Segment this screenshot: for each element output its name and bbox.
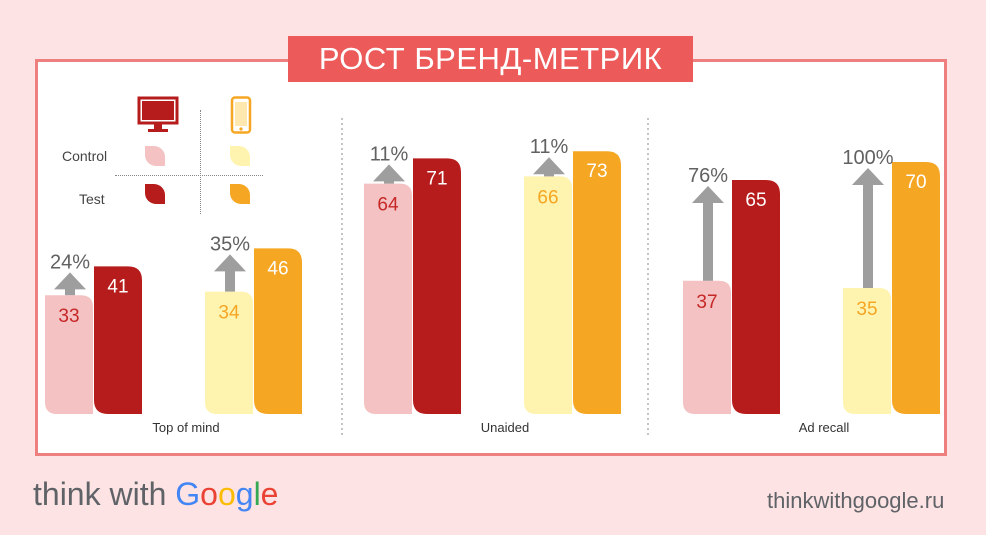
data-label-desktop-control: 37 [696, 292, 717, 313]
legend-swatch-desktop-control [145, 146, 165, 166]
bar-desktop-control [364, 183, 412, 414]
data-label-mobile-test: 70 [905, 172, 926, 193]
data-label-desktop-control: 64 [377, 195, 399, 216]
lift-arrow-head [852, 168, 884, 185]
bar-desktop-test [732, 180, 780, 414]
lift-arrow-head [214, 254, 246, 272]
data-label-mobile-control: 34 [218, 303, 240, 324]
brand-google: Google [175, 476, 279, 512]
category-label: Top of mind [152, 420, 219, 435]
lift-label-desktop: 11% [370, 143, 409, 165]
bar-desktop-test [413, 158, 461, 414]
data-label-mobile-control: 66 [537, 187, 558, 208]
bar-desktop-control [45, 295, 93, 414]
data-label-mobile-test: 73 [586, 161, 607, 182]
bar-mobile-control [524, 176, 572, 414]
legend-divider-horizontal [115, 175, 263, 176]
legend-test-label: Test [79, 191, 105, 207]
bar-desktop-control [683, 280, 731, 414]
lift-arrow-shaft [384, 180, 394, 184]
lift-arrow-head [533, 157, 565, 175]
lift-label-mobile: 11% [530, 136, 569, 158]
legend-swatch-mobile-control [230, 146, 250, 166]
legend-swatch-desktop-test [145, 184, 165, 204]
bar-desktop-test [94, 266, 142, 414]
lift-label-desktop: 76% [688, 165, 728, 187]
lift-arrow-head [692, 186, 724, 203]
bar-mobile-control [843, 288, 891, 414]
lift-label-mobile: 100% [842, 147, 893, 169]
lift-arrow-shaft [225, 270, 235, 292]
lift-label-mobile: 35% [210, 233, 250, 255]
bar-mobile-test [573, 151, 621, 414]
smartphone-icon [230, 96, 252, 139]
chart-frame [35, 59, 947, 456]
lift-arrow-head [373, 164, 405, 182]
lift-label-desktop: 24% [50, 251, 90, 273]
data-label-desktop-test: 41 [107, 276, 128, 297]
bar-mobile-test [892, 162, 940, 414]
legend-swatch-mobile-test [230, 184, 250, 204]
legend-divider-vertical [200, 110, 201, 214]
data-label-mobile-control: 35 [856, 299, 877, 320]
category-label: Unaided [481, 420, 529, 435]
lift-arrow-shaft [544, 173, 554, 177]
data-label-desktop-test: 71 [426, 168, 447, 189]
lift-arrow-shaft [703, 202, 713, 281]
lift-arrow-head [54, 272, 86, 290]
data-label-desktop-control: 33 [58, 306, 79, 327]
brand-prefix: think with [33, 476, 176, 512]
footer-url: thinkwithgoogle.ru [767, 488, 945, 513]
data-label-mobile-test: 46 [267, 258, 288, 279]
legend-control-label: Control [62, 148, 108, 164]
bar-mobile-test [254, 248, 302, 414]
think-with-google-logo: think with Google [33, 478, 278, 510]
data-label-desktop-test: 65 [745, 190, 766, 211]
page-title: РОСТ БРЕНД-МЕТРИК [288, 36, 693, 82]
lift-arrow-shaft [863, 184, 873, 288]
desktop-icon [137, 96, 179, 139]
lift-arrow-shaft [65, 288, 75, 296]
category-label: Ad recall [799, 420, 850, 435]
bar-mobile-control [205, 291, 253, 414]
